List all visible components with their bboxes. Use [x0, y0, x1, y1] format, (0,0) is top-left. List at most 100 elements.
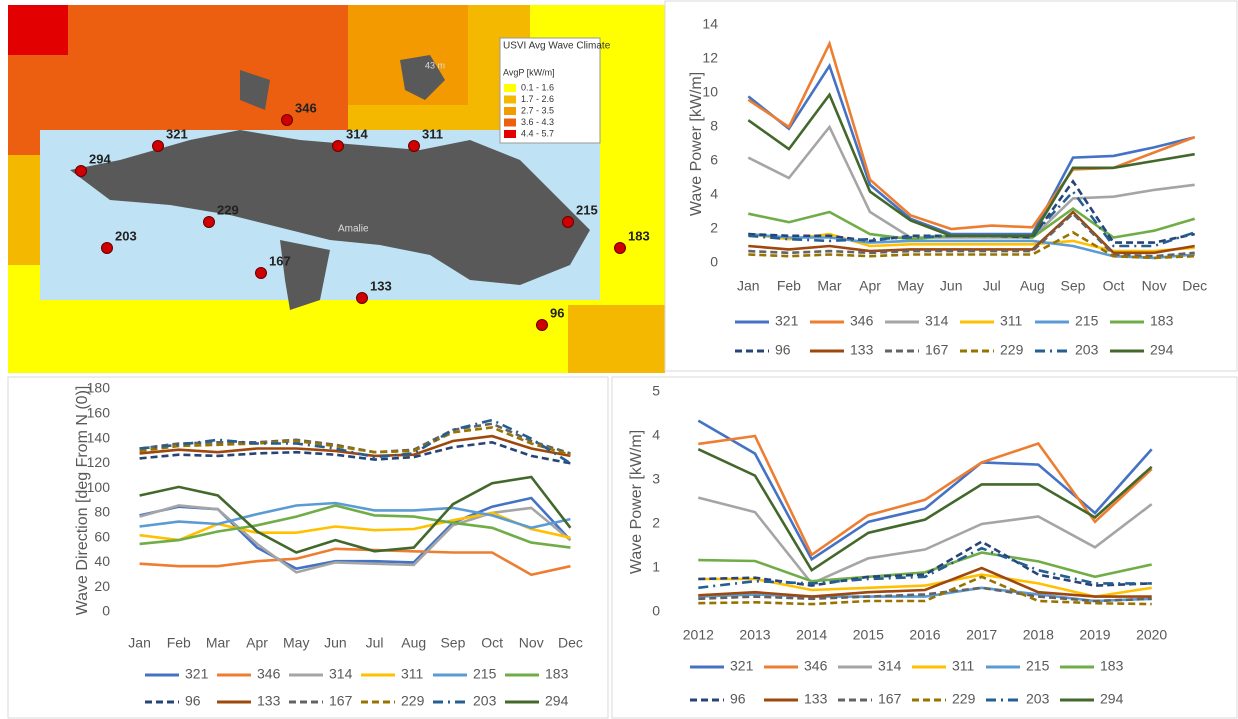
legend-label: 96	[775, 342, 791, 358]
site-label: 215	[576, 202, 598, 217]
site-marker	[536, 319, 548, 331]
chart-panel	[664, 0, 1238, 372]
x-tick-label: 2015	[853, 627, 884, 643]
site-marker	[356, 292, 368, 304]
site-marker	[614, 242, 626, 254]
y-axis-label: Wave Power [kW/m]	[628, 430, 645, 574]
map-place-label: 43 m	[425, 60, 445, 70]
x-tick-label: Jan	[737, 278, 760, 294]
x-tick-label: Dec	[558, 635, 583, 651]
x-tick-label: Nov	[519, 635, 544, 651]
site-marker	[203, 216, 215, 228]
y-tick-label: 10	[702, 84, 718, 100]
y-tick-label: 160	[87, 404, 111, 420]
legend-label: 203	[1026, 691, 1050, 707]
x-tick-label: Apr	[859, 278, 881, 294]
series-line	[697, 496, 1153, 585]
map-legend	[499, 37, 601, 144]
x-tick-label: Aug	[1020, 278, 1045, 294]
series-line	[139, 547, 571, 577]
legend-swatch	[504, 118, 516, 127]
legend-label: 0.1 - 1.6	[521, 82, 554, 92]
legend-label: 96	[185, 693, 201, 709]
y-tick-label: 8	[710, 118, 718, 134]
site-marker	[332, 140, 344, 152]
series-line	[139, 440, 571, 465]
x-tick-label: Nov	[1142, 278, 1167, 294]
site-marker	[408, 140, 420, 152]
series-line	[748, 230, 1195, 260]
legend-label: 167	[925, 342, 949, 358]
legend-label: 321	[775, 313, 799, 329]
legend-swatch	[504, 107, 516, 115]
legend-label: 346	[804, 658, 828, 674]
legend-label: 167	[878, 691, 902, 707]
series-line	[698, 566, 1152, 598]
x-tick-label: Sep	[440, 635, 465, 651]
map-place-label: Amalie	[338, 224, 369, 235]
x-tick-label: Mar	[817, 278, 841, 294]
legend-label: 294	[545, 693, 569, 709]
series-line	[698, 573, 1152, 598]
site-label: 183	[628, 228, 650, 243]
y-tick-label: 3	[652, 471, 660, 487]
series-line	[698, 586, 1152, 603]
y-tick-label: 1	[652, 559, 660, 575]
y-tick-label: 4	[652, 427, 660, 443]
series-line	[748, 210, 1195, 255]
y-tick-label: 14	[702, 16, 718, 32]
x-tick-label: 2020	[1136, 627, 1167, 643]
site-marker	[281, 114, 293, 126]
legend-label: 321	[730, 658, 754, 674]
site-label: 311	[422, 126, 443, 141]
y-tick-label: 5	[652, 383, 660, 399]
legend-label: 346	[257, 666, 281, 682]
y-axis-label: Wave Power [kW/m]	[688, 72, 705, 216]
series-line	[139, 475, 572, 554]
map-island	[400, 55, 445, 100]
y-tick-label: 6	[710, 152, 718, 168]
legend-label: 314	[878, 658, 902, 674]
legend-label: 167	[329, 693, 353, 709]
x-tick-label: Feb	[777, 278, 801, 294]
map-legend-unit: AvgP [kW/m]	[503, 67, 555, 77]
legend-label: 203	[473, 693, 497, 709]
legend-label: 133	[804, 691, 828, 707]
series-line	[747, 92, 1195, 238]
y-tick-label: 140	[87, 429, 111, 445]
legend-swatch	[504, 95, 516, 104]
y-tick-label: 20	[94, 578, 110, 594]
chart-panel	[611, 376, 1238, 719]
legend-label: 321	[185, 666, 209, 682]
legend-label: 3.6 - 4.3	[521, 117, 554, 127]
x-tick-label: Oct	[1103, 278, 1125, 294]
series-line	[139, 511, 571, 542]
x-tick-label: Jul	[983, 278, 1001, 294]
series-line	[698, 551, 1152, 583]
map-legend-title: USVI Avg Wave Climate	[503, 41, 611, 52]
legend-label: 311	[1000, 313, 1023, 329]
series-line	[698, 434, 1153, 557]
legend-label: 133	[257, 693, 281, 709]
legend-swatch	[504, 84, 516, 92]
legend-label: 346	[850, 313, 874, 329]
y-tick-label: 12	[702, 50, 718, 66]
series-line	[698, 540, 1152, 587]
legend-label: 229	[1000, 342, 1024, 358]
series-line	[747, 40, 1196, 231]
legend-label: 183	[1100, 658, 1124, 674]
legend-label: 294	[1150, 342, 1174, 358]
legend-label: 133	[850, 342, 874, 358]
site-marker	[562, 216, 574, 228]
series-line	[139, 418, 572, 465]
y-tick-label: 2	[710, 220, 718, 236]
series-line	[748, 232, 1195, 253]
legend-label: 183	[1150, 313, 1174, 329]
legend-label: 215	[1075, 313, 1099, 329]
series-line	[139, 434, 571, 458]
x-tick-label: 2017	[966, 627, 997, 643]
legend-label: 215	[473, 666, 497, 682]
series-line	[139, 422, 571, 455]
site-marker	[101, 242, 113, 254]
series-line	[139, 426, 571, 456]
